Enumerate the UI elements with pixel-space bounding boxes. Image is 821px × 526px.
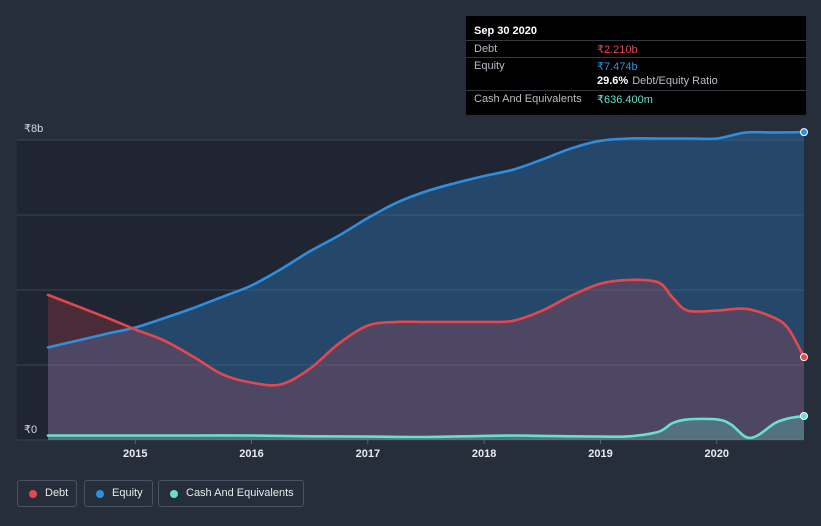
equity-line — [46, 130, 806, 349]
legend-item-equity[interactable]: Equity — [84, 480, 153, 507]
equity-endpoint[interactable] — [800, 128, 808, 137]
legend-item-cash[interactable]: Cash And Equivalents — [158, 480, 304, 507]
series-areas — [48, 132, 804, 440]
x-tick-label: 2018 — [472, 448, 496, 460]
tooltip-ratio: 29.6% Debt/Equity Ratio — [597, 75, 718, 87]
tooltip-ratio-row: 29.6% Debt/Equity Ratio — [466, 73, 806, 90]
y-axis-labels: ₹8b ₹0 — [24, 123, 43, 436]
x-tick-label: 2017 — [356, 448, 380, 460]
debt-line — [46, 278, 806, 387]
debt-endpoint[interactable] — [800, 353, 808, 362]
legend-cash-label: Cash And Equivalents — [186, 487, 294, 499]
cash-and-equivalents-area — [48, 416, 804, 440]
x-tick-label: 2015 — [123, 448, 147, 460]
x-tick-label: 2020 — [705, 448, 729, 460]
legend-equity-label: Equity — [112, 487, 143, 499]
tooltip-debt-row: Debt ₹2.210b — [466, 40, 806, 58]
debt-area — [48, 279, 804, 440]
legend-debt-label: Debt — [45, 487, 69, 499]
equity-area — [48, 132, 804, 440]
tooltip-cash-label: Cash And Equivalents — [474, 93, 582, 105]
x-axis-labels: 2015 2016 2017 2018 2019 2020 — [123, 440, 729, 460]
tooltip-equity-value: ₹7.474b — [597, 61, 638, 73]
x-tick-label: 2016 — [239, 448, 263, 460]
tooltip-ratio-label: Debt/Equity Ratio — [632, 75, 718, 87]
series-lines — [46, 130, 806, 440]
cash-and-equivalents-line — [46, 414, 806, 440]
tooltip-debt-label: Debt — [474, 43, 498, 55]
hover-tooltip: Sep 30 2020 Debt ₹2.210b Equity ₹7.474b … — [466, 16, 806, 115]
series-endpoints — [800, 128, 808, 420]
gridlines — [17, 139, 804, 441]
tooltip-ratio-value: 29.6% — [597, 75, 629, 87]
y-tick-label: ₹0 — [24, 424, 37, 436]
tooltip-equity-label: Equity — [474, 60, 505, 72]
tooltip-date: Sep 30 2020 — [474, 25, 537, 37]
cash-and-equivalents-endpoint[interactable] — [800, 412, 808, 420]
tooltip-cash-row: Cash And Equivalents ₹636.400m — [466, 90, 806, 108]
equity-legend-dot — [96, 490, 104, 498]
cash-legend-dot — [170, 490, 178, 498]
tooltip-equity-row: Equity ₹7.474b — [466, 57, 806, 75]
legend-item-debt[interactable]: Debt — [17, 480, 77, 507]
tooltip-debt-value: ₹2.210b — [597, 44, 638, 56]
x-tick-label: 2019 — [588, 448, 612, 460]
debt-legend-dot — [29, 490, 37, 498]
tooltip-cash-value: ₹636.400m — [597, 94, 653, 106]
y-tick-label: ₹8b — [24, 123, 43, 135]
